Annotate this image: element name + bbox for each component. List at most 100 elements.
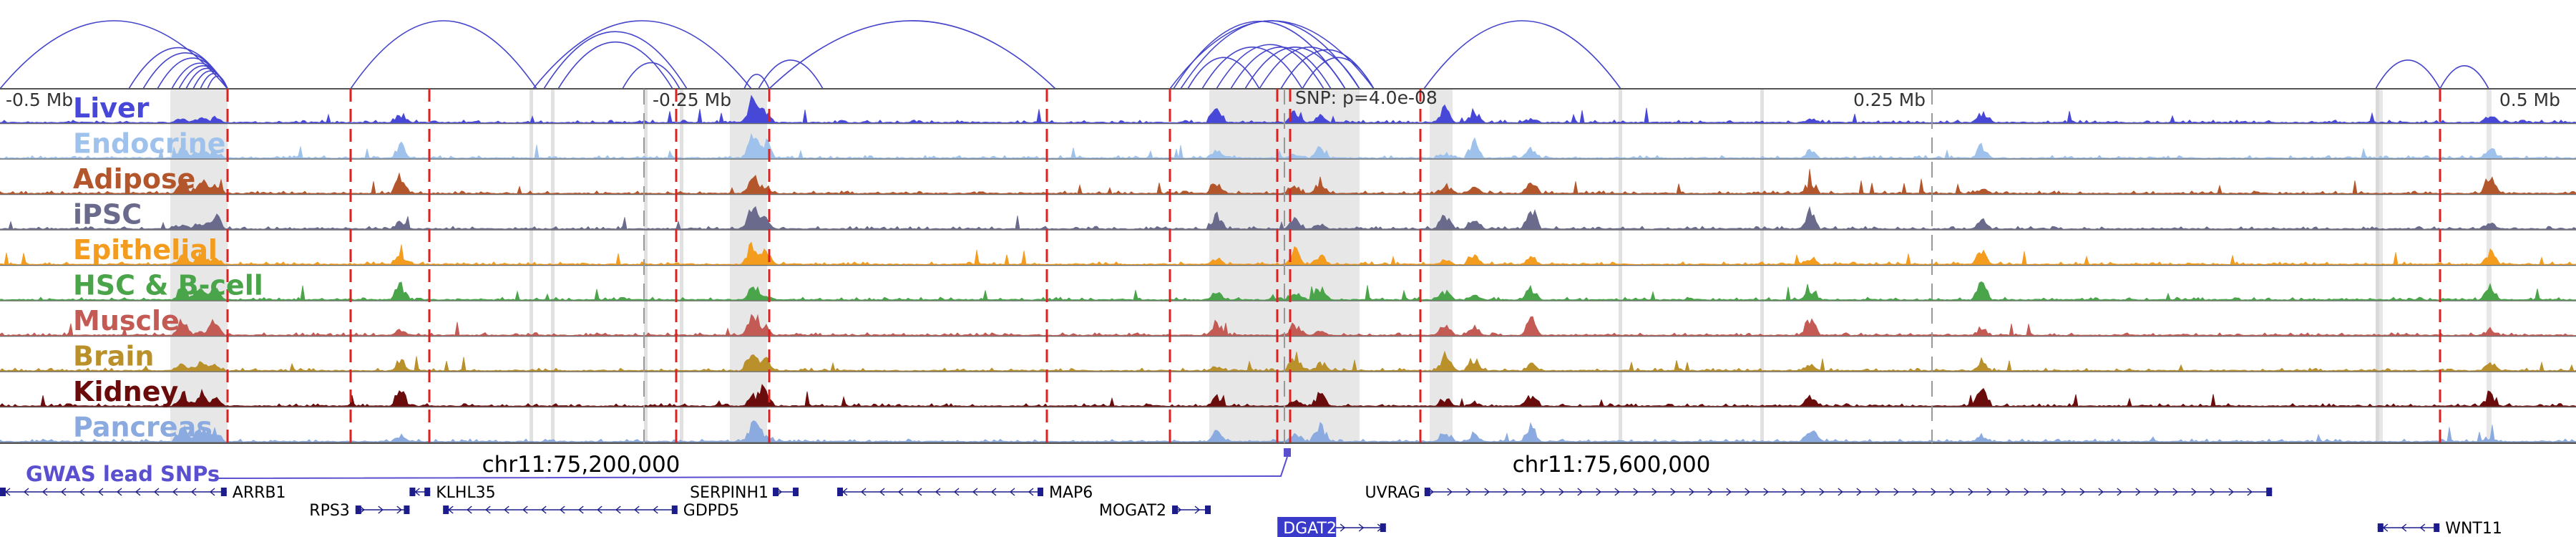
strand-chevron bbox=[1484, 488, 1490, 496]
strand-chevron bbox=[1968, 488, 1974, 496]
loop-arc bbox=[1259, 47, 1360, 90]
gene-exon bbox=[443, 505, 449, 514]
strand-chevron bbox=[1763, 488, 1769, 496]
gene-dgat2: DGAT2 bbox=[1277, 517, 1386, 537]
gene-highlight bbox=[1277, 517, 1337, 537]
marker-lines bbox=[226, 89, 2441, 443]
gene-exon bbox=[409, 488, 416, 496]
loop-arcs bbox=[0, 20, 2489, 90]
strand-chevron bbox=[2419, 523, 2426, 532]
gene-map6: MAP6 bbox=[837, 484, 1093, 502]
strand-chevron bbox=[467, 505, 472, 514]
gene-label: DGAT2 bbox=[1283, 520, 1337, 537]
track-label: Pancreas bbox=[73, 412, 213, 443]
loop-arc bbox=[543, 31, 688, 90]
strand-chevron bbox=[1596, 488, 1601, 496]
gene-exon bbox=[773, 488, 779, 496]
gene-exon bbox=[424, 488, 431, 496]
strand-chevron bbox=[2117, 488, 2122, 496]
loop-arc bbox=[1180, 20, 1360, 90]
strand-chevron bbox=[1782, 488, 1787, 496]
coordinate-axis: chr11:75,200,000 chr11:75,600,000 GWAS lea… bbox=[26, 448, 1710, 486]
strand-chevron bbox=[1893, 488, 1899, 496]
highlight-band bbox=[170, 89, 228, 443]
gene-exon bbox=[1424, 488, 1430, 496]
strand-chevron bbox=[522, 505, 528, 514]
scale-tick-label: -0.25 Mb bbox=[653, 90, 731, 110]
gene-arrb1: ARRB1 bbox=[0, 484, 286, 502]
gene-klhl35: KLHL35 bbox=[409, 484, 496, 502]
strand-chevron bbox=[1819, 488, 1825, 496]
gene-label: GDPD5 bbox=[683, 502, 739, 520]
loop-arc bbox=[1230, 47, 1332, 90]
strand-chevron bbox=[485, 505, 491, 514]
gene-exon bbox=[1172, 505, 1178, 514]
track-label: HSC & B-cell bbox=[73, 270, 263, 301]
loop-arc bbox=[1244, 47, 1346, 90]
strand-chevron bbox=[2042, 488, 2048, 496]
loop-arc bbox=[1423, 20, 1621, 90]
gene-label: SERPINH1 bbox=[690, 484, 769, 502]
gene-exon bbox=[1380, 523, 1386, 532]
strand-chevron bbox=[396, 505, 402, 514]
strand-chevron bbox=[1856, 488, 1862, 496]
loop-arc bbox=[1201, 47, 1303, 90]
snp-label: SNP: p=4.0e-08 bbox=[1295, 87, 1438, 108]
track-label: Epithelial bbox=[73, 234, 218, 266]
gene-exon bbox=[404, 505, 410, 514]
strand-chevron bbox=[879, 488, 885, 496]
loop-arc bbox=[557, 42, 673, 90]
highlight-bands bbox=[170, 89, 2492, 443]
strand-chevron bbox=[153, 488, 160, 496]
strand-chevron bbox=[23, 488, 29, 496]
highlight-band bbox=[1430, 89, 1453, 443]
strand-chevron bbox=[1912, 488, 1918, 496]
strand-chevron bbox=[209, 488, 215, 496]
scale-tick-label: 0.25 Mb bbox=[1853, 90, 1926, 110]
strand-chevron bbox=[2005, 488, 2011, 496]
coordinate-label: chr11:75,200,000 bbox=[482, 452, 680, 478]
strand-chevron bbox=[60, 488, 67, 496]
strand-chevron bbox=[2247, 488, 2253, 496]
strand-chevron bbox=[935, 488, 941, 496]
strand-chevron bbox=[1689, 488, 1694, 496]
strand-chevron bbox=[2061, 488, 2067, 496]
loop-arc bbox=[2375, 59, 2441, 90]
strand-chevron bbox=[172, 488, 178, 496]
strand-chevron bbox=[1726, 488, 1732, 496]
gene-exon bbox=[671, 505, 678, 514]
strand-chevron bbox=[860, 488, 867, 496]
track-kidney bbox=[0, 384, 2576, 408]
highlight-band bbox=[1619, 89, 1622, 443]
strand-chevron bbox=[597, 505, 602, 514]
strand-chevron bbox=[504, 505, 509, 514]
gene-exon bbox=[355, 505, 361, 514]
strand-chevron bbox=[615, 505, 621, 514]
strand-chevron bbox=[897, 488, 904, 496]
gene-exon bbox=[2377, 523, 2384, 532]
track-label: Liver bbox=[73, 92, 150, 124]
loop-arc bbox=[0, 20, 228, 90]
strand-chevron bbox=[953, 488, 960, 496]
gene-label: MAP6 bbox=[1049, 484, 1093, 502]
strand-chevron bbox=[1745, 488, 1750, 496]
gene-exon bbox=[2434, 523, 2440, 532]
strand-chevron bbox=[2172, 488, 2178, 496]
strand-chevron bbox=[560, 505, 565, 514]
strand-chevron bbox=[2024, 488, 2029, 496]
track-signal bbox=[0, 384, 2576, 407]
highlight-band bbox=[2376, 89, 2379, 443]
track-label: Brain bbox=[73, 341, 154, 372]
strand-chevron bbox=[1194, 505, 1201, 514]
strand-chevron bbox=[2191, 488, 2197, 496]
loop-arc bbox=[350, 20, 537, 90]
loop-arc bbox=[743, 74, 770, 90]
gwas-connector bbox=[214, 456, 1288, 479]
track-label: Adipose bbox=[73, 163, 195, 195]
strand-chevron bbox=[1670, 488, 1676, 496]
strand-chevron bbox=[1633, 488, 1639, 496]
strand-chevron bbox=[1949, 488, 1955, 496]
strand-chevron bbox=[2154, 488, 2160, 496]
